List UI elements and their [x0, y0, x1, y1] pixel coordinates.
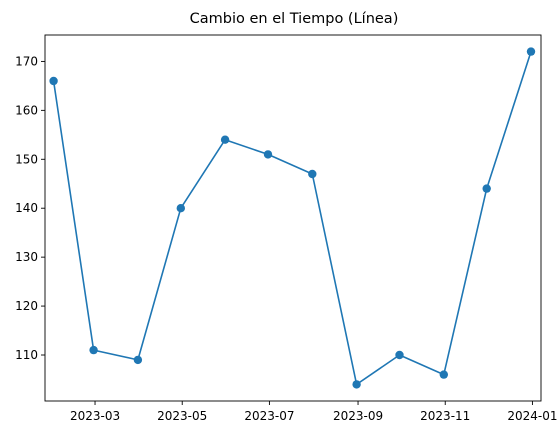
x-tick-label: 2024-01 [507, 409, 557, 423]
y-tick-label: 140 [15, 201, 38, 215]
data-point [395, 350, 404, 360]
y-axis: 110 120 130 140 150 160 170 [15, 54, 45, 362]
x-tick-label: 2023-07 [244, 409, 294, 423]
series-line [52, 51, 532, 386]
data-point [176, 204, 185, 213]
y-tick-label: 130 [15, 250, 38, 264]
y-tick-label: 160 [15, 103, 38, 117]
y-tick-label: 170 [15, 54, 38, 68]
data-point [526, 47, 536, 56]
x-tick-label: 2023-03 [70, 409, 120, 423]
data-point [220, 135, 230, 144]
x-axis: 2023-03 2023-05 2023-07 2023-09 2023-11 2024-… [70, 401, 557, 423]
x-tick-label: 2023-11 [420, 409, 470, 423]
data-point [133, 355, 143, 365]
y-tick-label: 110 [15, 348, 38, 362]
data-point [263, 150, 273, 159]
y-tick-label: 120 [15, 299, 38, 313]
series-group [49, 47, 536, 389]
data-point [482, 184, 491, 193]
plot-area-frame [44, 34, 542, 402]
data-point [308, 169, 317, 179]
y-tick-label: 150 [15, 152, 38, 166]
data-point [439, 370, 448, 379]
x-tick-label: 2023-05 [157, 409, 207, 423]
x-tick-label: 2023-09 [333, 409, 383, 423]
data-point [49, 76, 58, 86]
data-point [352, 380, 361, 389]
chart-title: Cambio en el Tiempo (Línea) [190, 11, 399, 27]
data-point [89, 345, 98, 355]
